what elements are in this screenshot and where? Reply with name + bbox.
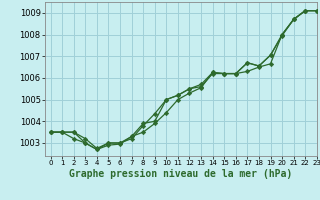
X-axis label: Graphe pression niveau de la mer (hPa): Graphe pression niveau de la mer (hPa) xyxy=(69,169,292,179)
